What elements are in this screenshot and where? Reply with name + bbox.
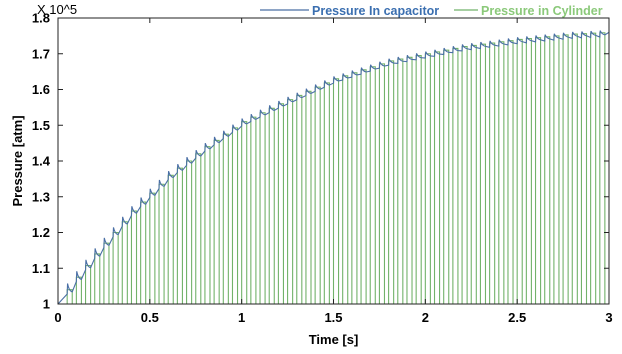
- y-axis-label: Pressure [atm]: [10, 115, 25, 206]
- x-tick-label: 1.5: [324, 310, 342, 325]
- y-axis-multiplier: X 10^5: [37, 2, 77, 17]
- x-axis-ticks: 0 0.5 1 1.5 2 2.5 3: [54, 18, 613, 325]
- y-tick-label: 1.2: [32, 225, 50, 240]
- x-tick-label: 2.5: [508, 310, 526, 325]
- y-axis-ticks: 1 1.1 1.2 1.3 1.4 1.5 1.6 1.7 1.8: [32, 11, 609, 312]
- y-tick-label: 1.6: [32, 82, 50, 97]
- legend-label-capacitor: Pressure In capacitor: [312, 4, 439, 18]
- y-tick-label: 1.8: [32, 11, 50, 26]
- y-tick-label: 1.5: [32, 118, 50, 133]
- y-tick-label: 1.1: [32, 261, 50, 276]
- x-tick-label: 0: [54, 310, 61, 325]
- x-tick-label: 3: [605, 310, 612, 325]
- y-tick-label: 1.4: [32, 154, 51, 169]
- y-tick-label: 1: [43, 297, 50, 312]
- legend-label-cylinder: Pressure in Cylinder: [481, 4, 603, 18]
- series-capacitor-line: [57, 30, 610, 305]
- x-tick-label: 0.5: [141, 310, 159, 325]
- y-tick-label: 1.7: [32, 46, 50, 61]
- plot-content: [57, 30, 610, 305]
- x-tick-label: 1: [238, 310, 245, 325]
- x-axis-label: Time [s]: [309, 332, 359, 347]
- x-tick-label: 2: [422, 310, 429, 325]
- y-tick-label: 1.3: [32, 189, 50, 204]
- legend: Pressure In capacitor Pressure in Cylind…: [260, 4, 603, 18]
- series-cylinder-line: [66, 32, 606, 304]
